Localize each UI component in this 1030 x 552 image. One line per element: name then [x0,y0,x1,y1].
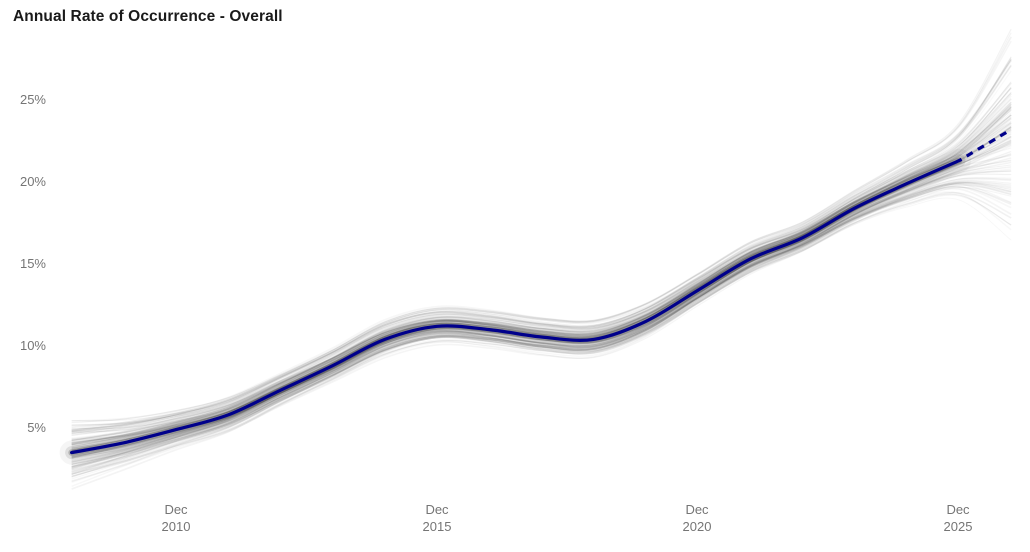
y-tick-label-25: 25% [19,92,46,107]
x-tick-month: Dec [685,502,709,517]
x-tick-year: 2025 [943,519,973,534]
x-tick-year: 2015 [422,519,452,534]
x-tick-month: Dec [164,502,188,517]
x-tick-year: 2020 [682,519,712,534]
x-tick-month: Dec [425,502,449,517]
y-tick-label-5: 5% [27,420,46,435]
x-tick-label-dec-2010: Dec 2010 [136,501,216,535]
x-tick-label-dec-2025: Dec 2025 [918,501,998,535]
x-tick-label-dec-2015: Dec 2015 [397,501,477,535]
x-tick-year: 2010 [161,519,191,534]
y-tick-label-15: 15% [19,256,46,271]
chart-title: Annual Rate of Occurrence - Overall [13,8,283,25]
y-tick-label-20: 20% [19,174,46,189]
y-tick-label-10: 10% [19,338,46,353]
median-line-observed [70,159,961,455]
median-line [70,128,1013,455]
x-tick-month: Dec [946,502,970,517]
x-tick-label-dec-2020: Dec 2020 [657,501,737,535]
